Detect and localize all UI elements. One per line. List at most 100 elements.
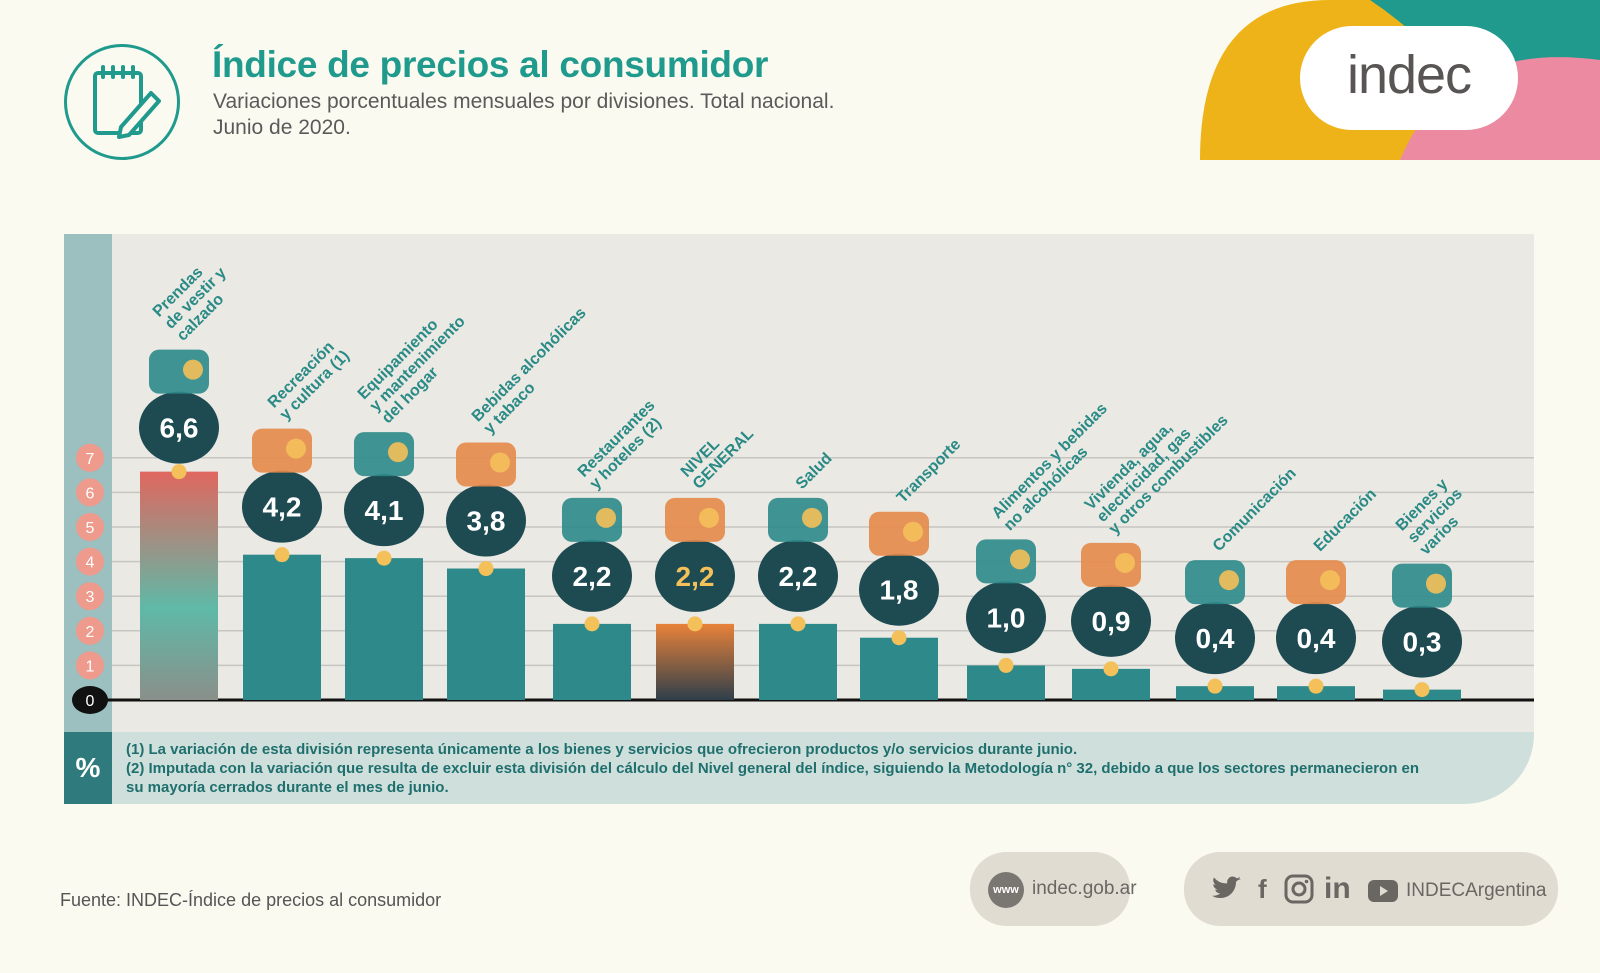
value-badge bbox=[1071, 584, 1151, 657]
website-link[interactable]: www indec.gob.ar bbox=[970, 852, 1137, 926]
x-tick-label: Salud bbox=[793, 450, 836, 493]
indec-logo[interactable]: indec bbox=[1300, 26, 1518, 130]
value-badge bbox=[344, 474, 424, 547]
category-icon bbox=[802, 507, 822, 528]
y-tick-badge bbox=[72, 686, 108, 714]
bar bbox=[243, 554, 321, 700]
category-icon bbox=[1320, 570, 1340, 591]
data-label: 0,3 bbox=[1403, 627, 1442, 658]
data-label: 0,4 bbox=[1297, 623, 1336, 654]
value-badge bbox=[758, 539, 838, 612]
y-tick-label: 2 bbox=[86, 624, 95, 641]
bar-top-dot bbox=[478, 561, 494, 577]
value-badge bbox=[655, 539, 735, 612]
brand-text: indec bbox=[1346, 45, 1472, 105]
bar-top-dot bbox=[1308, 678, 1324, 694]
social-links: f in INDECArgentina bbox=[1184, 852, 1558, 926]
bar bbox=[759, 623, 837, 700]
y-tick-badge bbox=[76, 582, 104, 611]
data-label: 4,1 bbox=[365, 495, 404, 526]
category-icon bbox=[490, 452, 510, 473]
x-tick-label-line: Transporte bbox=[894, 436, 965, 507]
data-label: 2,2 bbox=[573, 561, 612, 592]
category-icon bbox=[1115, 552, 1135, 573]
bar bbox=[140, 471, 218, 700]
category-icon bbox=[1426, 573, 1446, 594]
y-tick-label: 3 bbox=[86, 589, 95, 606]
www-icon: www bbox=[988, 872, 1024, 908]
data-label: 6,6 bbox=[160, 413, 199, 444]
value-badge bbox=[1276, 602, 1356, 675]
bar bbox=[860, 637, 938, 700]
data-label: 1,0 bbox=[987, 602, 1026, 633]
bar-top-dot bbox=[687, 616, 703, 632]
value-badge bbox=[966, 581, 1046, 654]
page-subtitle: Variaciones porcentuales mensuales por d… bbox=[213, 89, 834, 141]
percent-label: % bbox=[64, 732, 112, 804]
twitter-icon[interactable] bbox=[1212, 876, 1242, 902]
notepad-logo-icon bbox=[64, 44, 180, 160]
data-label: 2,2 bbox=[676, 561, 715, 592]
category-icon bbox=[388, 442, 408, 463]
youtube-icon[interactable] bbox=[1368, 880, 1398, 902]
bar-top-dot bbox=[891, 630, 907, 646]
data-label: 0,4 bbox=[1196, 623, 1235, 654]
footnotes: (1) La variación de esta división repres… bbox=[126, 740, 1426, 797]
x-tick-label-line: Educación bbox=[1311, 486, 1380, 555]
bar-top-dot bbox=[171, 464, 187, 480]
bar-top-dot bbox=[584, 616, 600, 632]
x-tick-label-line: Bebidas alcohólicas bbox=[469, 304, 590, 425]
subtitle-line: Variaciones porcentuales mensuales por d… bbox=[213, 90, 835, 113]
category-icon bbox=[596, 507, 616, 528]
category-icon bbox=[1219, 570, 1239, 591]
social-handle: INDECArgentina bbox=[1406, 880, 1547, 901]
y-tick-label: 4 bbox=[86, 555, 95, 572]
x-tick-label: Educación bbox=[1311, 486, 1380, 555]
value-badge bbox=[139, 391, 219, 464]
data-label: 2,2 bbox=[779, 561, 818, 592]
data-label: 0,9 bbox=[1092, 606, 1131, 637]
category-icon bbox=[1010, 549, 1030, 570]
x-tick-label: Transporte bbox=[894, 436, 965, 507]
source-note: Fuente: INDEC-Índice de precios al consu… bbox=[60, 890, 442, 910]
bar-top-dot bbox=[998, 657, 1014, 673]
category-icon bbox=[903, 521, 923, 542]
bar bbox=[447, 568, 525, 700]
value-badge bbox=[242, 470, 322, 543]
x-tick-label-line: Salud bbox=[793, 450, 836, 493]
website-text: indec.gob.ar bbox=[1032, 878, 1137, 899]
linkedin-icon[interactable]: in bbox=[1324, 872, 1351, 905]
y-tick-label: 7 bbox=[86, 451, 95, 468]
x-tick-label-line: Comunicación bbox=[1210, 465, 1300, 555]
value-badge bbox=[859, 553, 939, 626]
facebook-icon[interactable]: f bbox=[1258, 874, 1267, 904]
y-tick-badge bbox=[76, 478, 104, 507]
instagram-icon[interactable] bbox=[1284, 874, 1314, 904]
x-tick-label: Comunicación bbox=[1210, 465, 1300, 555]
category-icon bbox=[183, 359, 203, 380]
data-label: 3,8 bbox=[467, 506, 506, 537]
value-badge bbox=[1382, 605, 1462, 678]
notes-strip bbox=[64, 732, 1534, 804]
bar-top-dot bbox=[274, 547, 290, 563]
y-tick-label: 6 bbox=[86, 485, 95, 502]
value-badge bbox=[446, 484, 526, 557]
footnote-1: (1) La variación de esta división repres… bbox=[126, 741, 1078, 758]
category-icon bbox=[286, 438, 306, 459]
y-tick-label: 5 bbox=[86, 520, 95, 537]
y-tick-badge bbox=[76, 513, 104, 541]
data-label: 1,8 bbox=[880, 575, 919, 606]
page-title: Índice de precios al consumidor bbox=[212, 44, 769, 85]
bar bbox=[345, 558, 423, 700]
bar-top-dot bbox=[1103, 661, 1119, 677]
y-tick-label: 0 bbox=[86, 693, 95, 710]
y-tick-badge bbox=[76, 616, 104, 645]
